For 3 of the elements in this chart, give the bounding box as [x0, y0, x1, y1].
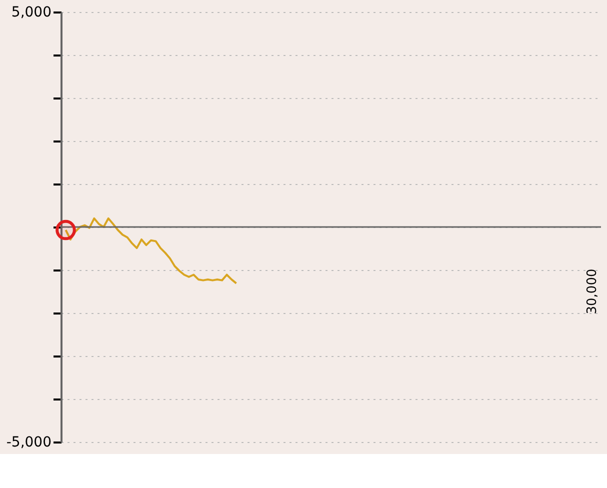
y-tick-label: -5,000 — [6, 434, 52, 450]
y-tick-label: 5,000 — [11, 4, 52, 20]
annotation: 30,000 — [585, 268, 600, 314]
